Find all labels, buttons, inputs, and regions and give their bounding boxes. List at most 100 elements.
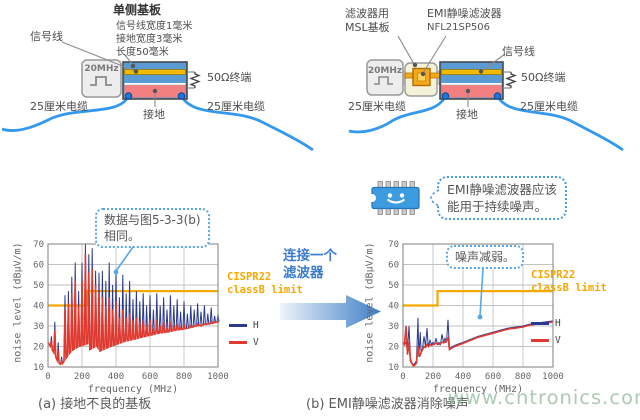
chart-b-series-V [402, 321, 554, 368]
x-tick-label: 0 [45, 372, 50, 382]
y-tick-label: 10 [33, 363, 44, 373]
filter-board-label-2: MSL基板 [345, 21, 390, 34]
resistor-icon-b [505, 72, 517, 88]
caption-a: (a) 接地不良的基板 [38, 397, 152, 412]
leader-dot [130, 63, 136, 69]
x-tick-label: 200 [425, 372, 441, 382]
legend-b: H V [531, 318, 561, 352]
signal-trace-a [124, 69, 186, 75]
emi-filter-label: EMI静噪滤波器 [427, 7, 502, 20]
ground-label-b: 接地 [456, 108, 478, 121]
board-a-spec-1: 信号线宽度1毫米 [116, 21, 193, 32]
cispr-b-line-2: classB limit [531, 281, 607, 294]
chart-a-callout-line-2: 相同。 [104, 229, 141, 243]
connect-filter-label: 连接一个 滤波器 [283, 248, 337, 282]
leader-dot [465, 88, 471, 94]
ylabel-a: noise level (dBμV/m) [12, 242, 24, 363]
y-tick-label: 50 [388, 281, 399, 291]
substrate-board-a [122, 61, 188, 100]
signal-line-label-b: 信号线 [502, 45, 535, 58]
leader-dot [420, 71, 426, 77]
y-tick-label: 30 [388, 322, 399, 332]
y-tick-label: 60 [33, 261, 44, 271]
terminal-dot [493, 92, 502, 100]
legend-b-v-label: V [555, 335, 561, 346]
legend-b-h-swatch [531, 322, 549, 325]
y-tick-label: 70 [33, 240, 44, 250]
legend-a-v-swatch [229, 341, 247, 344]
watermark: www.cntronics.com [448, 386, 640, 409]
y-tick-label: 20 [388, 343, 399, 353]
signal-line-label-a: 信号线 [30, 30, 63, 43]
ground-plane-b [441, 85, 502, 98]
caption-b: (b) EMI静噪滤波器消除噪声 [306, 397, 469, 412]
x-tick-label: 400 [108, 372, 124, 382]
y-tick-label: 40 [33, 302, 44, 312]
signal-trace-b [441, 69, 502, 75]
y-tick-label: 60 [388, 261, 399, 271]
legend-a: H V [229, 320, 259, 354]
connector-tab [432, 70, 443, 85]
pulse-wave-icon-a [90, 76, 112, 86]
legend-a-h-swatch [229, 324, 247, 327]
terminal-dot [441, 92, 450, 100]
connect-filter-line-2: 滤波器 [283, 265, 324, 281]
y-tick-label: 30 [33, 322, 44, 332]
y-tick-label: 50 [33, 281, 44, 291]
board-layer-gap-a [124, 83, 186, 85]
board-a-title: 单侧基板 [113, 3, 162, 17]
substrate-board-b [439, 61, 504, 100]
chart-b-callout: 噪声减弱。 [446, 245, 525, 269]
terminal-dot [177, 92, 186, 100]
emi-filter-partno: NFL21SP506 [427, 22, 490, 33]
cable-right-label-a: 25厘米电缆 [207, 100, 265, 113]
board-a-spec-3: 长度50毫米 [116, 47, 169, 58]
emi-filter-chip-core [417, 72, 426, 82]
leader-dot [152, 88, 158, 94]
chart-b-series-H [402, 317, 554, 366]
source-freq-label-b: 20MHz [367, 66, 403, 76]
cable-left-label-a: 25厘米电缆 [30, 100, 88, 113]
filter-board-label-1: 滤波器用 [345, 7, 389, 20]
x-tick-label: 1000 [207, 372, 229, 382]
legend-b-v-swatch [531, 339, 549, 342]
cispr-a-line-2: classB limit [227, 283, 303, 296]
board-a-spec-2: 接地宽度3毫米 [116, 34, 183, 45]
legend-a-h-label: H [253, 320, 259, 331]
legend-a-v-label: V [253, 337, 259, 348]
x-tick-label: 1000 [542, 372, 564, 382]
terminal-dot [124, 92, 133, 100]
plot-border [402, 243, 554, 368]
x-tick-label: 800 [176, 372, 192, 382]
xlabel-b: frequency (MHz) [432, 384, 524, 395]
xlabel-a: frequency (MHz) [87, 384, 179, 395]
termination-label-b: 50Ω终端 [521, 71, 566, 84]
x-tick-label: 600 [142, 372, 158, 382]
ground-label-a: 接地 [143, 108, 165, 121]
chart-b-callout-text: 噪声减弱。 [455, 250, 516, 264]
leader-dot [133, 69, 139, 74]
cispr-label-b: CISPR22 classB limit [531, 269, 607, 294]
y-tick-label: 10 [388, 363, 399, 373]
leader-dot [412, 62, 418, 68]
chart-a-canvas: 10 20 30 40 50 60 70 0 200 400 600 800 1000 [33, 240, 229, 382]
x-tick-label: 200 [74, 372, 90, 382]
chip-mascot-icon [368, 181, 420, 215]
leader-line [397, 35, 415, 65]
resistor-icon-a [189, 72, 201, 88]
emi-filter-chip [412, 67, 431, 87]
y-tick-label: 40 [388, 302, 399, 312]
cable-left-label-b: 25厘米电缆 [348, 100, 406, 113]
cable-right-label-b: 25厘米电缆 [520, 100, 578, 113]
limit-line [48, 290, 218, 307]
cispr-label-a: CISPR22 classB limit [227, 271, 303, 296]
resistor-leads-b [503, 71, 511, 89]
chart-a-series-V [47, 254, 219, 366]
leader-dot [478, 69, 484, 74]
ylabel-b: noise level (dBμV/m) [364, 242, 376, 363]
board-layer-gap-b [441, 83, 502, 85]
chip-speech-bubble: EMI静噪滤波器应该 能用于持续噪声。 [437, 176, 567, 220]
connect-filter-line-1: 连接一个 [283, 248, 337, 264]
x-tick-label: 0 [400, 372, 405, 382]
